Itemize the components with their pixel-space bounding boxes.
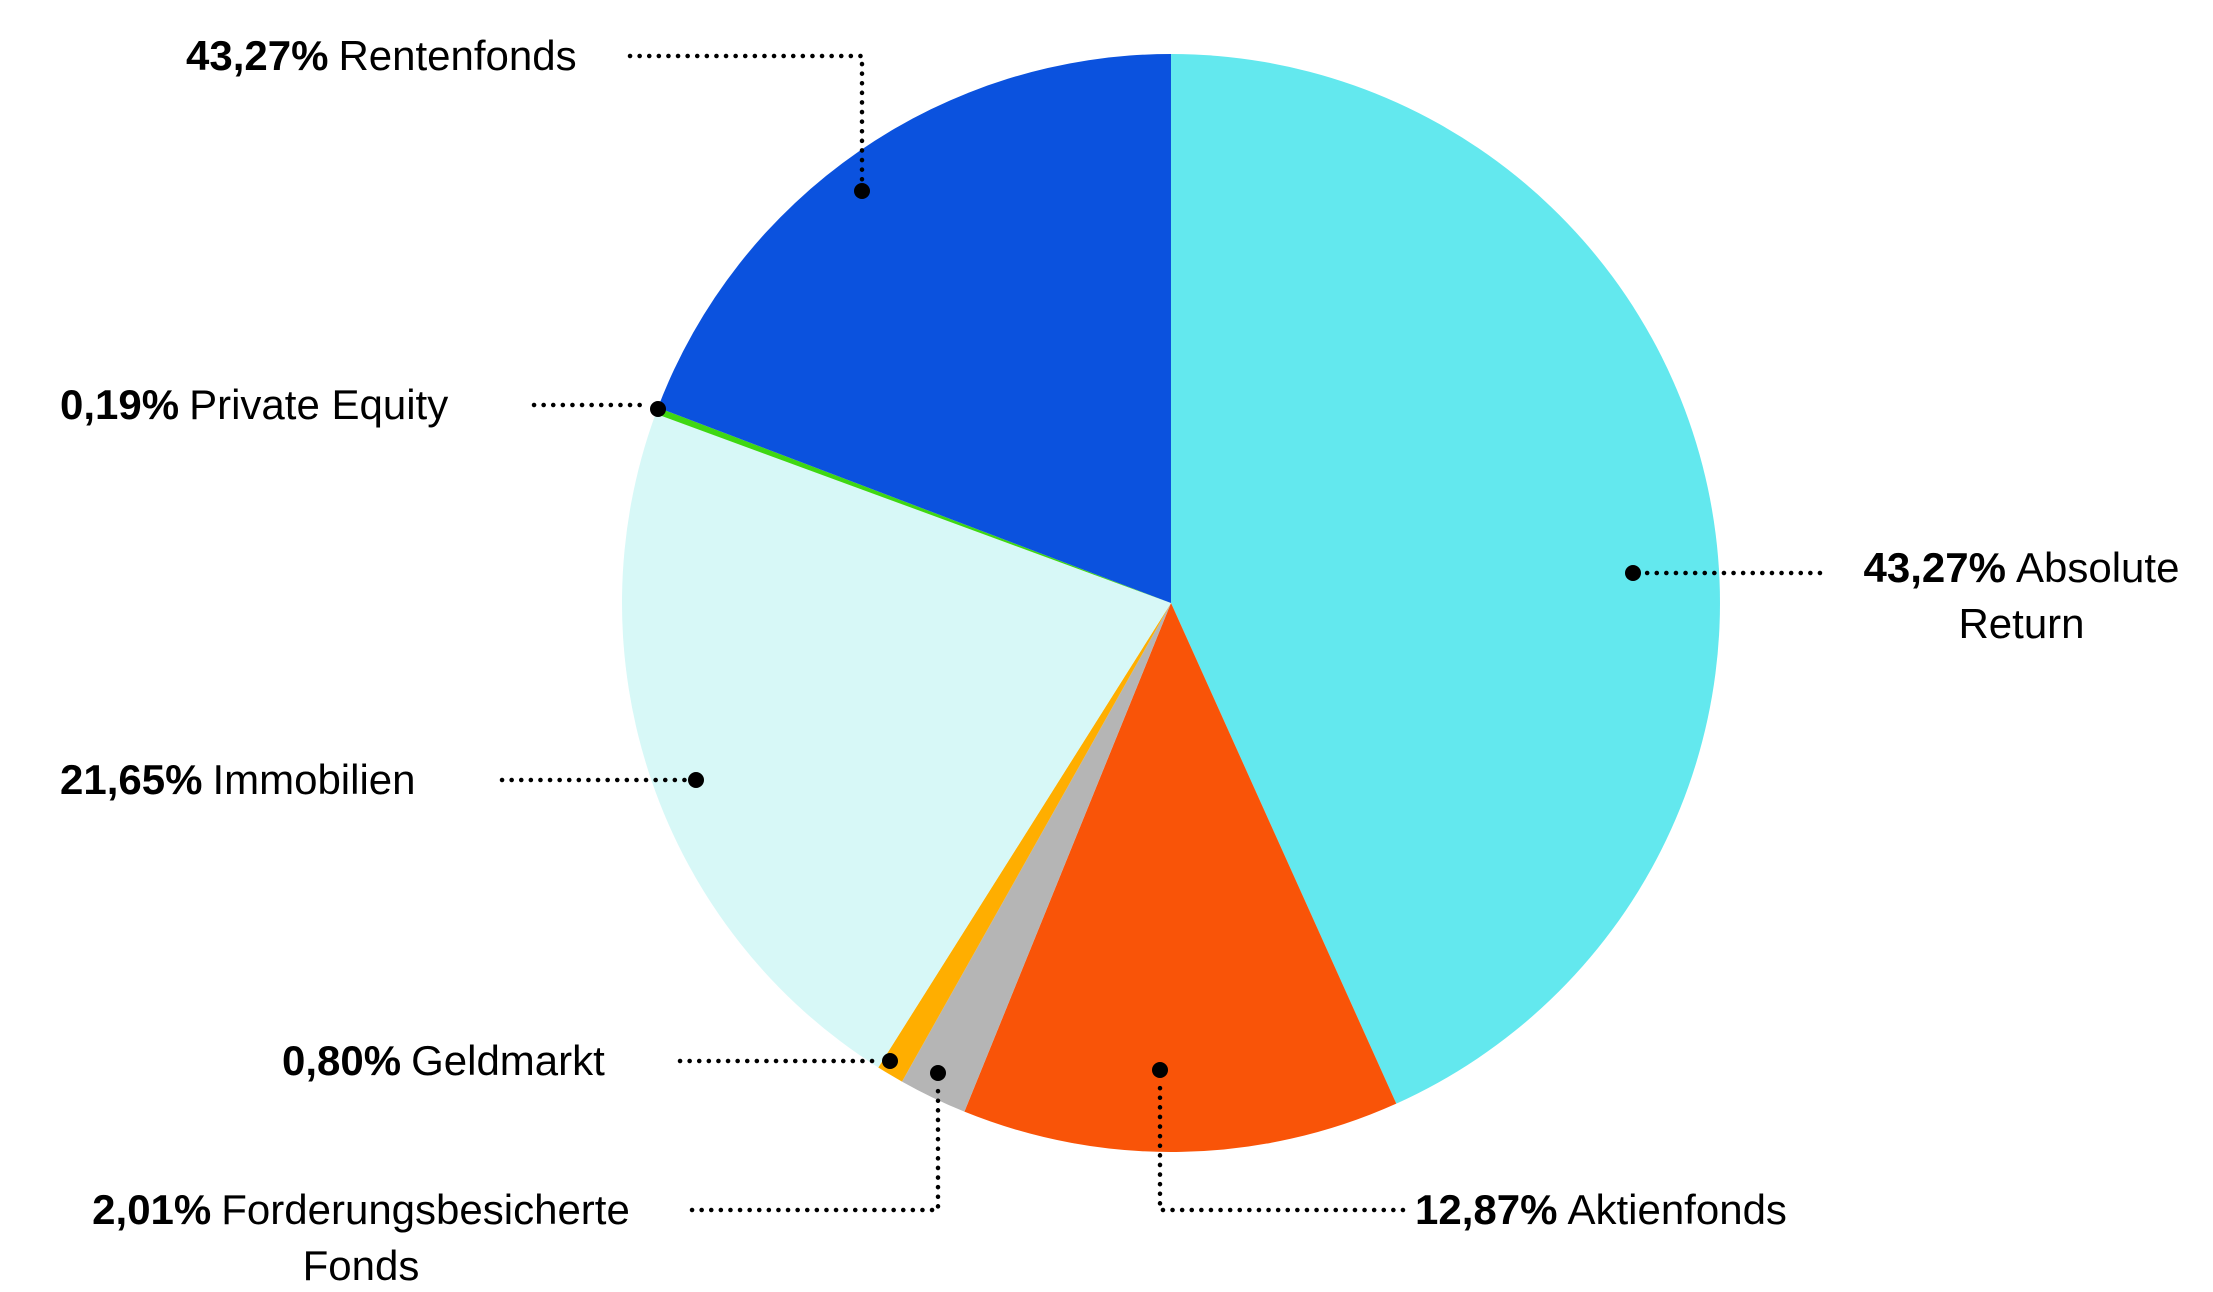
name-aktienfonds: Aktienfonds	[1567, 1186, 1787, 1233]
name-immobilien: Immobilien	[212, 756, 416, 803]
pie-slices	[622, 54, 1720, 1152]
anchor-dot-absolute-return	[1625, 565, 1641, 581]
leader-lines	[499, 53, 1823, 1213]
percent-absolute-return: 43,27%	[1863, 544, 2006, 591]
pie-slice-immobilien	[622, 413, 1171, 1068]
percent-aktienfonds: 12,87%	[1415, 1186, 1558, 1233]
label-absolute-return: 43,27% Absolute Return	[1830, 540, 2213, 652]
label-rentenfonds: 43,27% Rentenfonds	[186, 32, 577, 80]
pie-slice-geldmarkt	[878, 603, 1171, 1082]
pie-slice-aktienfonds	[964, 603, 1397, 1152]
label-geldmarkt: 0,80% Geldmarkt	[282, 1037, 605, 1085]
name-absolute-return: Absolute Return	[1958, 544, 2180, 647]
name-rentenfonds: Rentenfonds	[338, 32, 577, 79]
label-forderungsbesicherte-fonds: 2,01% Forderungsbesicherte Fonds	[36, 1182, 686, 1292]
name-private-equity: Private Equity	[189, 381, 449, 428]
anchor-dot-aktienfonds	[1152, 1062, 1168, 1078]
anchor-dot-forderungsbesicherte-fonds	[930, 1065, 946, 1081]
pie-slice-forderungsbesicherte-fonds	[901, 603, 1171, 1112]
percent-geldmarkt: 0,80%	[282, 1037, 402, 1084]
label-immobilien: 21,65% Immobilien	[60, 756, 416, 804]
pie-slice-private-equity	[655, 407, 1171, 603]
label-private-equity: 0,19% Private Equity	[60, 381, 448, 429]
anchor-dot-rentenfonds	[854, 183, 870, 199]
pie-slice-rentenfonds	[657, 54, 1171, 603]
percent-private-equity: 0,19%	[60, 381, 180, 428]
leader-line-forderungsbesicherte-fonds	[689, 1081, 941, 1213]
anchor-dot-immobilien	[688, 772, 704, 788]
anchor-dot-geldmarkt	[882, 1053, 898, 1069]
percent-immobilien: 21,65%	[60, 756, 203, 803]
percent-rentenfonds: 43,27%	[186, 32, 329, 79]
pie-slice-absolute-return	[1171, 54, 1720, 1104]
label-aktienfonds: 12,87% Aktienfonds	[1415, 1186, 1787, 1234]
name-geldmarkt: Geldmarkt	[411, 1037, 605, 1084]
anchor-dot-private-equity	[650, 401, 666, 417]
leader-line-rentenfonds	[627, 53, 865, 183]
leader-line-aktienfonds	[1157, 1079, 1406, 1213]
name-forderungsbesicherte-fonds: Forderungsbesicherte Fonds	[221, 1186, 630, 1289]
percent-forderungsbesicherte-fonds: 2,01%	[92, 1186, 212, 1233]
